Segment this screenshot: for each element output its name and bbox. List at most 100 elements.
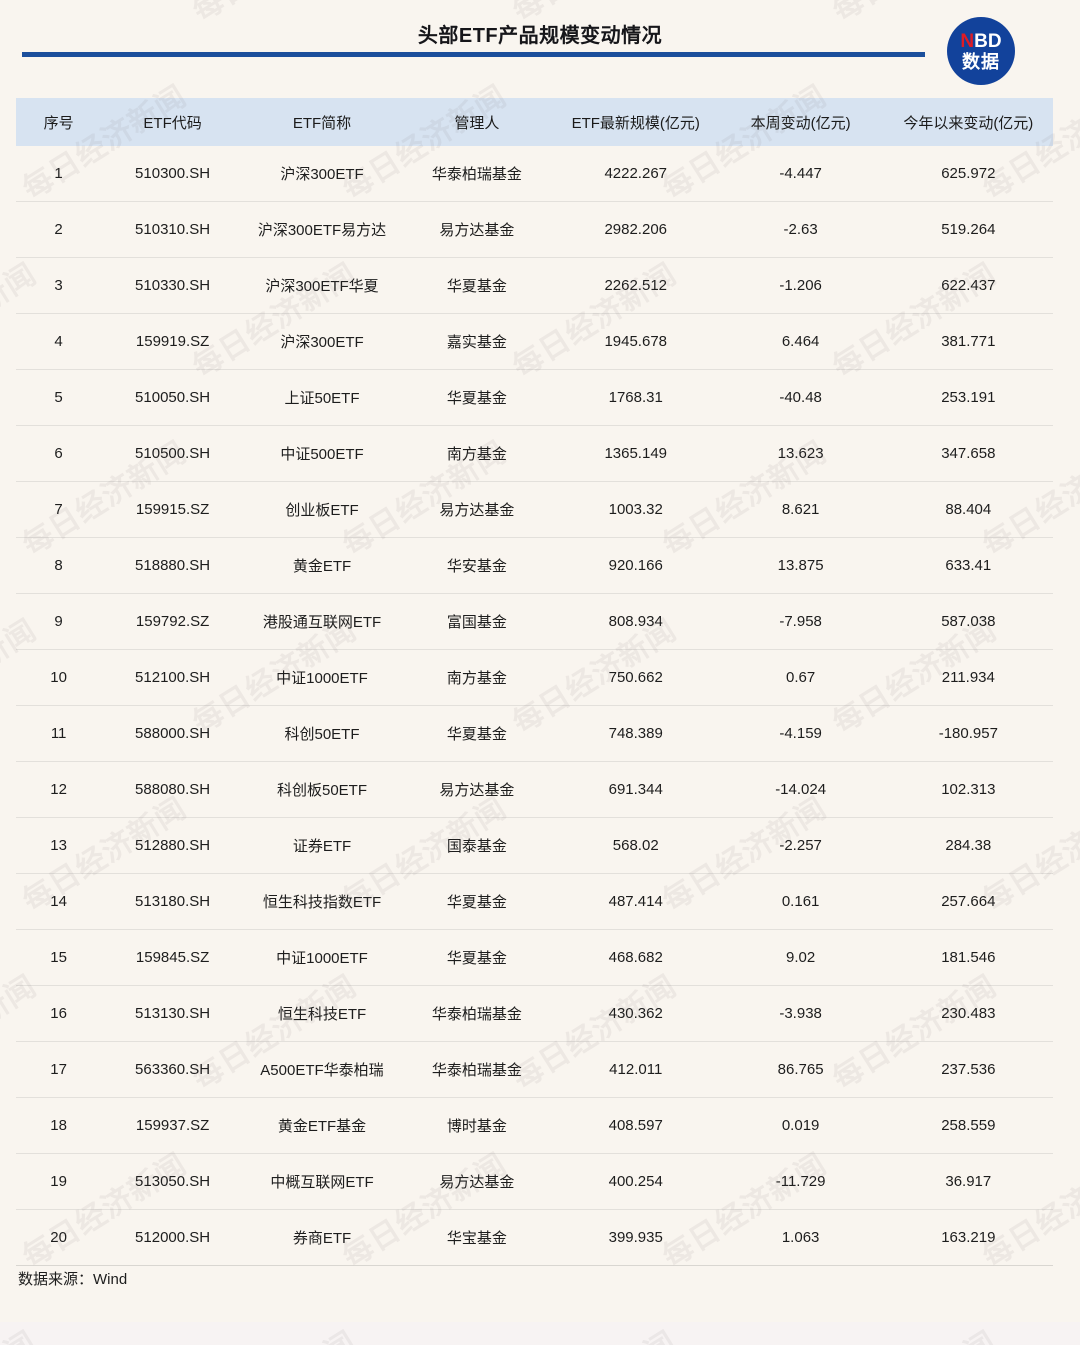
- cell-index: 11: [16, 705, 102, 762]
- cell-week-change: 8.621: [717, 481, 884, 538]
- cell-name: 创业板ETF: [243, 481, 401, 538]
- cell-week-change: -2.257: [717, 817, 884, 874]
- table-row: 10 512100.SH 中证1000ETF 南方基金 750.662 0.67 211.9…: [16, 649, 1053, 706]
- cell-index: 13: [16, 817, 102, 874]
- cell-index: 10: [16, 649, 102, 706]
- column-header-code: ETF代码: [101, 98, 244, 146]
- cell-week-change: -4.447: [717, 146, 884, 202]
- cell-size: 4222.267: [553, 146, 718, 202]
- cell-name: 证券ETF: [243, 817, 401, 874]
- column-header-ytd: 今年以来变动(亿元): [883, 98, 1053, 146]
- page-title: 头部ETF产品规模变动情况: [417, 25, 663, 47]
- cell-index: 6: [16, 425, 102, 482]
- cell-week-change: 13.875: [717, 537, 884, 594]
- cell-code: 510050.SH: [101, 369, 244, 426]
- cell-week-change: 9.02: [717, 929, 884, 986]
- cell-size: 487.414: [553, 873, 718, 930]
- cell-name: 科创50ETF: [243, 705, 401, 762]
- cell-name: 沪深300ETF华夏: [243, 257, 401, 314]
- table-row: 14 513180.SH 恒生科技指数ETF 华夏基金 487.414 0.161 257.…: [16, 873, 1053, 930]
- cell-index: 20: [16, 1209, 102, 1266]
- cell-size: 1003.32: [553, 481, 718, 538]
- cell-size: 1768.31: [553, 369, 718, 426]
- cell-manager: 华夏基金: [400, 369, 554, 426]
- cell-name: 中证1000ETF: [243, 649, 401, 706]
- cell-size: 808.934: [553, 593, 718, 650]
- cell-week-change: -3.938: [717, 985, 884, 1042]
- cell-code: 159915.SZ: [101, 481, 244, 538]
- cell-ytd-change: 36.917: [883, 1153, 1053, 1210]
- cell-name: 科创板50ETF: [243, 761, 401, 818]
- cell-index: 17: [16, 1041, 102, 1098]
- cell-manager: 嘉实基金: [400, 313, 554, 370]
- cell-ytd-change: 587.038: [883, 593, 1053, 650]
- cell-size: 748.389: [553, 705, 718, 762]
- cell-name: 中证1000ETF: [243, 929, 401, 986]
- cell-manager: 富国基金: [400, 593, 554, 650]
- table-row: 5 510050.SH 上证50ETF 华夏基金 1768.31 -40.48 253.19…: [16, 369, 1053, 426]
- table-row: 17 563360.SH A500ETF华泰柏瑞 华泰柏瑞基金 412.011 86.76…: [16, 1041, 1053, 1098]
- cell-manager: 华泰柏瑞基金: [400, 1041, 554, 1098]
- cell-manager: 华宝基金: [400, 1209, 554, 1266]
- cell-code: 159792.SZ: [101, 593, 244, 650]
- cell-week-change: 0.161: [717, 873, 884, 930]
- cell-ytd-change: 253.191: [883, 369, 1053, 426]
- cell-name: 港股通互联网ETF: [243, 593, 401, 650]
- cell-ytd-change: 237.536: [883, 1041, 1053, 1098]
- cell-size: 430.362: [553, 985, 718, 1042]
- cell-ytd-change: 102.313: [883, 761, 1053, 818]
- cell-code: 510330.SH: [101, 257, 244, 314]
- cell-size: 2262.512: [553, 257, 718, 314]
- cell-week-change: -4.159: [717, 705, 884, 762]
- cell-index: 7: [16, 481, 102, 538]
- table-row: 15 159845.SZ 中证1000ETF 华夏基金 468.682 9.02 181.5…: [16, 929, 1053, 986]
- cell-ytd-change: 211.934: [883, 649, 1053, 706]
- table-header: 序号 ETF代码 ETF简称 管理人 ETF最新规模(亿元) 本周变动(亿元) …: [16, 98, 1053, 146]
- table-row: 1 510300.SH 沪深300ETF 华泰柏瑞基金 4222.267 -4.447 62…: [16, 146, 1053, 202]
- cell-size: 412.011: [553, 1041, 718, 1098]
- nbd-logo-subtitle: 数据: [962, 51, 1000, 72]
- cell-ytd-change: -180.957: [883, 705, 1053, 762]
- cell-manager: 华夏基金: [400, 929, 554, 986]
- column-header-week: 本周变动(亿元): [717, 98, 884, 146]
- cell-size: 1365.149: [553, 425, 718, 482]
- cell-ytd-change: 230.483: [883, 985, 1053, 1042]
- table-row: 7 159915.SZ 创业板ETF 易方达基金 1003.32 8.621 88.404: [16, 481, 1053, 538]
- cell-ytd-change: 633.41: [883, 537, 1053, 594]
- cell-ytd-change: 257.664: [883, 873, 1053, 930]
- table-row: 4 159919.SZ 沪深300ETF 嘉实基金 1945.678 6.464 381.7…: [16, 313, 1053, 370]
- cell-size: 408.597: [553, 1097, 718, 1154]
- table-row: 2 510310.SH 沪深300ETF易方达 易方达基金 2982.206 -2.63 5…: [16, 201, 1053, 258]
- cell-name: 沪深300ETF: [243, 146, 401, 202]
- table-row: 18 159937.SZ 黄金ETF基金 博时基金 408.597 0.019 258.55…: [16, 1097, 1053, 1154]
- nbd-logo-letter-n: N: [960, 30, 975, 52]
- cell-name: 沪深300ETF: [243, 313, 401, 370]
- cell-index: 5: [16, 369, 102, 426]
- cell-ytd-change: 258.559: [883, 1097, 1053, 1154]
- table-row: 13 512880.SH 证券ETF 国泰基金 568.02 -2.257 284.38: [16, 817, 1053, 874]
- cell-manager: 博时基金: [400, 1097, 554, 1154]
- cell-week-change: -14.024: [717, 761, 884, 818]
- cell-manager: 华夏基金: [400, 705, 554, 762]
- cell-code: 510300.SH: [101, 146, 244, 202]
- cell-manager: 南方基金: [400, 425, 554, 482]
- cell-manager: 易方达基金: [400, 1153, 554, 1210]
- cell-manager: 易方达基金: [400, 761, 554, 818]
- cell-code: 512100.SH: [101, 649, 244, 706]
- cell-index: 1: [16, 146, 102, 202]
- cell-code: 159845.SZ: [101, 929, 244, 986]
- cell-manager: 华夏基金: [400, 873, 554, 930]
- cell-code: 510500.SH: [101, 425, 244, 482]
- cell-manager: 易方达基金: [400, 481, 554, 538]
- cell-ytd-change: 88.404: [883, 481, 1053, 538]
- cell-name: 黄金ETF: [243, 537, 401, 594]
- cell-manager: 华泰柏瑞基金: [400, 146, 554, 202]
- cell-name: 中概互联网ETF: [243, 1153, 401, 1210]
- cell-week-change: -11.729: [717, 1153, 884, 1210]
- cell-index: 19: [16, 1153, 102, 1210]
- cell-size: 468.682: [553, 929, 718, 986]
- nbd-logo-letters: NBD: [960, 32, 1001, 51]
- cell-name: A500ETF华泰柏瑞: [243, 1041, 401, 1098]
- table-body: 1 510300.SH 沪深300ETF 华泰柏瑞基金 4222.267 -4.447 62…: [16, 146, 1053, 1266]
- cell-index: 2: [16, 201, 102, 258]
